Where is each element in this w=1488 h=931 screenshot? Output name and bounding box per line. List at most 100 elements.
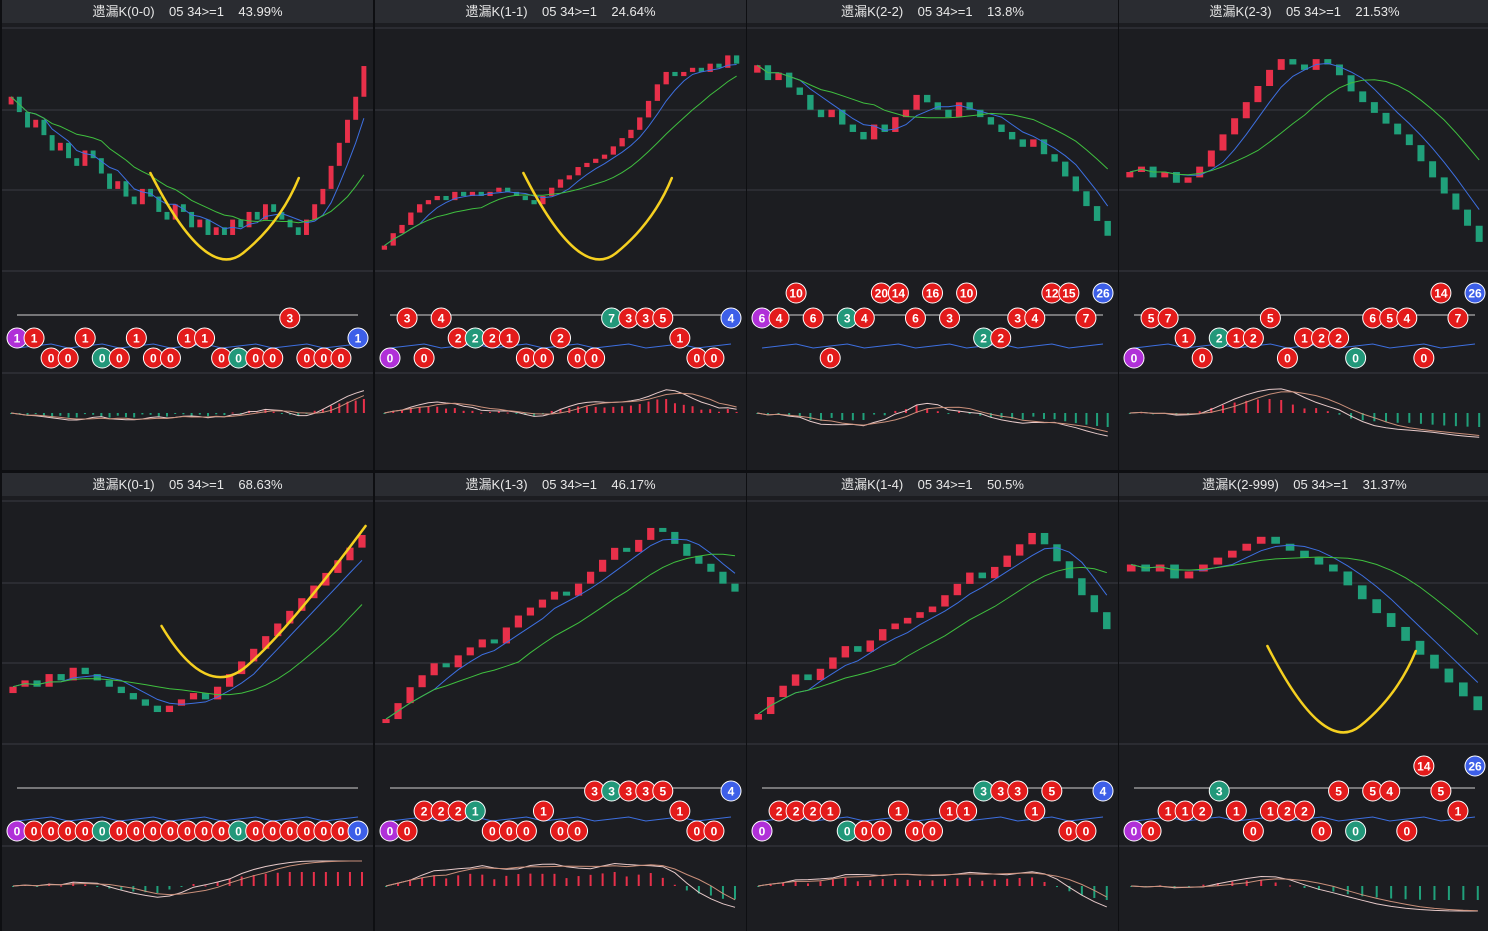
chart-panel[interactable]: 遗漏K(2-2) 05 34>=1 13.8% 6 4 10 6 0 3 4 20 14 6 16 3 1…: [747, 0, 1118, 470]
omission-bubble[interactable]: 5: [1140, 307, 1162, 329]
omission-bubble[interactable]: 14: [1430, 282, 1452, 304]
omission-bubble[interactable]: 10: [956, 282, 978, 304]
omission-bubble[interactable]: 3: [939, 307, 961, 329]
omission-bubble[interactable]: 0: [1191, 347, 1213, 369]
omission-bubble[interactable]: 0: [313, 347, 335, 369]
omission-bubble[interactable]: 1: [956, 800, 978, 822]
omission-bubble[interactable]: 1: [1174, 327, 1196, 349]
omission-bubble[interactable]: 1: [23, 327, 45, 349]
omission-bubble[interactable]: 2: [1294, 800, 1315, 822]
omission-bubble[interactable]: 0: [1345, 820, 1367, 842]
chart-panel[interactable]: 遗漏K(0-0) 05 34>=1 43.99% 1 1 0 0 1 0 0 1 0 0 1 1 0 0 0 0…: [2, 0, 373, 470]
omission-bubble[interactable]: 20: [870, 282, 892, 304]
omission-bubble[interactable]: 4: [430, 307, 452, 329]
omission-bubble[interactable]: 0: [228, 347, 250, 369]
omission-bubble[interactable]: 0: [330, 347, 352, 369]
omission-bubble[interactable]: 0: [57, 820, 79, 842]
omission-bubble[interactable]: 1: [819, 800, 841, 822]
omission-bubble[interactable]: 1: [347, 327, 369, 349]
omission-bubble[interactable]: 3: [1007, 780, 1029, 802]
omission-bubble[interactable]: 1: [887, 800, 909, 822]
omission-bubble[interactable]: 0: [1242, 820, 1264, 842]
omission-bubble[interactable]: 7: [1447, 307, 1469, 329]
omission-bubble[interactable]: 0: [870, 820, 892, 842]
omission-bubble[interactable]: 0: [159, 347, 181, 369]
omission-bubble[interactable]: 0: [296, 820, 318, 842]
omission-bubble[interactable]: 0: [57, 347, 79, 369]
omission-bubble[interactable]: 26: [1092, 282, 1114, 304]
omission-bubble[interactable]: 0: [347, 820, 369, 842]
omission-bubble[interactable]: 5: [1379, 307, 1401, 329]
omission-bubble[interactable]: 6: [904, 307, 926, 329]
chart-panel[interactable]: 遗漏K(2-3) 05 34>=1 21.53% 0 5 7 1 0 2 1 2 5 0 1 2 2 0 6 5…: [1119, 0, 1488, 470]
omission-bubble[interactable]: 14: [887, 282, 909, 304]
omission-bubble[interactable]: 1: [669, 327, 691, 349]
omission-bubble[interactable]: 2: [1328, 327, 1350, 349]
omission-bubble[interactable]: 0: [819, 347, 841, 369]
omission-bubble[interactable]: 4: [768, 307, 790, 329]
omission-bubble[interactable]: 0: [108, 347, 130, 369]
omission-bubble[interactable]: 0: [23, 820, 45, 842]
omission-bubble[interactable]: 1: [1225, 800, 1247, 822]
omission-bubble[interactable]: 1: [194, 327, 216, 349]
omission-bubble[interactable]: 2: [447, 800, 469, 822]
omission-bubble[interactable]: 0: [396, 820, 418, 842]
omission-bubble[interactable]: 3: [1208, 780, 1230, 802]
omission-bubble[interactable]: 0: [751, 820, 773, 842]
omission-bubble[interactable]: 1: [1024, 800, 1046, 822]
omission-bubble[interactable]: 1: [125, 327, 147, 349]
omission-bubble[interactable]: 26: [1464, 755, 1486, 777]
omission-bubble[interactable]: 0: [413, 347, 435, 369]
omission-bubble[interactable]: 0: [567, 820, 589, 842]
omission-bubble[interactable]: 1: [177, 327, 198, 349]
omission-bubble[interactable]: 1: [1447, 800, 1469, 822]
omission-bubble[interactable]: 0: [1123, 347, 1145, 369]
omission-bubble[interactable]: 0: [1396, 820, 1418, 842]
omission-bubble[interactable]: 1: [74, 327, 96, 349]
omission-bubble[interactable]: 0: [584, 347, 606, 369]
omission-bubble[interactable]: 0: [703, 820, 725, 842]
omission-bubble[interactable]: 3: [836, 307, 858, 329]
omission-bubble[interactable]: 0: [532, 347, 554, 369]
omission-bubble[interactable]: 7: [1075, 307, 1097, 329]
omission-bubble[interactable]: 3: [396, 307, 418, 329]
omission-bubble[interactable]: 10: [785, 282, 807, 304]
omission-bubble[interactable]: 0: [262, 347, 284, 369]
omission-bubble[interactable]: 0: [515, 820, 537, 842]
omission-bubble[interactable]: 2: [990, 327, 1012, 349]
omission-bubble[interactable]: 4: [1379, 780, 1401, 802]
omission-bubble[interactable]: 4: [1396, 307, 1418, 329]
omission-bubble[interactable]: 0: [1058, 820, 1080, 842]
omission-bubble[interactable]: 12: [1041, 282, 1063, 304]
omission-bubble[interactable]: 0: [1140, 820, 1162, 842]
chart-panel[interactable]: 遗漏K(1-4) 05 34>=1 50.5% 0 2 2 2 1 0 0 0 1 0 0 1 1 3 3 3 1…: [747, 473, 1118, 931]
omission-bubble[interactable]: 15: [1058, 282, 1080, 304]
omission-bubble[interactable]: 0: [703, 347, 725, 369]
omission-bubble[interactable]: 2: [1242, 327, 1264, 349]
omission-bubble[interactable]: 2: [550, 327, 571, 349]
omission-bubble[interactable]: 0: [1311, 820, 1333, 842]
omission-bubble[interactable]: 0: [498, 820, 520, 842]
omission-bubble[interactable]: 3: [1007, 307, 1029, 329]
omission-bubble[interactable]: 6: [751, 307, 773, 329]
omission-bubble[interactable]: 0: [379, 347, 401, 369]
omission-bubble[interactable]: 4: [1092, 780, 1114, 802]
omission-bubble[interactable]: 0: [1075, 820, 1097, 842]
omission-bubble[interactable]: 0: [1345, 347, 1367, 369]
omission-bubble[interactable]: 4: [720, 780, 742, 802]
omission-bubble[interactable]: 1: [532, 800, 554, 822]
chart-panel[interactable]: 遗漏K(1-1) 05 34>=1 24.64% 0 3 0 4 2 2 2 1 0 0 2 0 0 7 3 3…: [375, 0, 746, 470]
omission-bubble[interactable]: 3: [279, 307, 301, 329]
omission-bubble[interactable]: 4: [1024, 307, 1046, 329]
omission-bubble[interactable]: 7: [1157, 307, 1179, 329]
omission-bubble[interactable]: 1: [498, 327, 520, 349]
omission-bubble[interactable]: 5: [1328, 780, 1350, 802]
omission-bubble[interactable]: 1: [669, 800, 691, 822]
omission-bubble[interactable]: 14: [1413, 755, 1435, 777]
omission-bubble[interactable]: 0: [296, 347, 318, 369]
omission-bubble[interactable]: 0: [1413, 347, 1435, 369]
omission-bubble[interactable]: 16: [922, 282, 943, 304]
omission-bubble[interactable]: 4: [720, 307, 742, 329]
omission-bubble[interactable]: 3: [635, 307, 657, 329]
omission-bubble[interactable]: 5: [1041, 780, 1063, 802]
